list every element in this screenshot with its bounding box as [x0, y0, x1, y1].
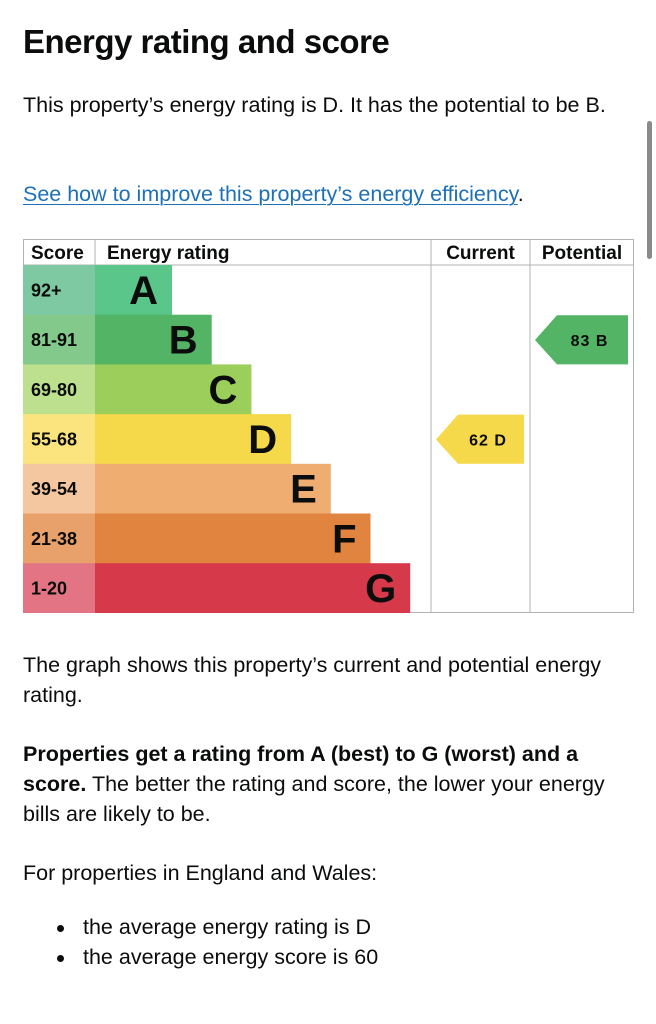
page-title: Energy rating and score	[23, 23, 390, 60]
rating-explanation-rest: The better the rating and score, the low…	[23, 772, 605, 826]
rating-letter-g: G	[365, 567, 396, 611]
improve-link-paragraph: See how to improve this property’s energ…	[23, 179, 633, 209]
regional-intro: For properties in England and Wales:	[23, 861, 378, 885]
score-label-b: 81-91	[31, 330, 77, 350]
link-suffix: .	[517, 182, 524, 206]
rating-letter-d: D	[248, 418, 277, 462]
list-item: the average energy rating is D	[23, 912, 378, 942]
rating-letter-f: F	[332, 517, 356, 561]
rating-bar-b	[95, 314, 212, 365]
score-cell-d	[23, 414, 95, 465]
score-label-f: 21-38	[31, 529, 77, 549]
rating-letter-a: A	[129, 269, 158, 313]
score-cell-e	[23, 463, 95, 514]
rating-bar-f	[95, 513, 371, 564]
header-energy-rating: Energy rating	[107, 243, 229, 264]
score-cell-f	[23, 513, 95, 564]
rating-bar-e	[95, 463, 331, 514]
graph-description: The graph shows this property’s current …	[23, 653, 602, 707]
score-label-g: 1-20	[31, 579, 67, 599]
header-potential: Potential	[542, 243, 622, 264]
rating-summary: This property’s energy rating is D. It h…	[23, 93, 606, 117]
score-label-e: 39-54	[31, 479, 77, 499]
energy-rating-chart: Score Energy rating Current Potential 92+ A 81…	[23, 239, 634, 613]
header-current: Current	[446, 243, 515, 264]
rating-bar-a	[95, 265, 172, 316]
rating-explanation: Properties get a rating from A (best) to…	[23, 739, 623, 829]
potential-rating-label: 83 B	[571, 333, 609, 350]
header-score: Score	[31, 243, 84, 264]
averages-list: the average energy rating is D the avera…	[23, 912, 378, 972]
score-cell-b	[23, 314, 95, 365]
score-label-c: 69-80	[31, 380, 77, 400]
improve-efficiency-link[interactable]: See how to improve this property’s energ…	[23, 182, 518, 206]
score-cell-a	[23, 265, 95, 316]
potential-rating-arrow	[535, 315, 628, 365]
score-cell-g	[23, 563, 95, 613]
rating-letter-e: E	[290, 468, 317, 512]
list-item: the average energy score is 60	[23, 942, 378, 972]
rating-letter-c: C	[209, 368, 238, 412]
rating-bar-d	[95, 414, 292, 465]
rating-letter-b: B	[169, 319, 198, 363]
rating-bar-c	[95, 364, 252, 415]
current-rating-arrow	[436, 414, 524, 464]
current-rating-label: 62 D	[469, 432, 507, 449]
energy-rating-chart-svg: Score Energy rating Current Potential 92+ A 81…	[23, 239, 634, 613]
rating-bar-g	[95, 563, 411, 613]
scrollbar[interactable]	[647, 121, 652, 259]
rating-explanation-bold: Properties get a rating from A (best) to…	[23, 742, 579, 796]
score-cell-c	[23, 364, 95, 415]
score-label-a: 92+	[31, 280, 62, 300]
score-label-d: 55-68	[31, 429, 77, 449]
